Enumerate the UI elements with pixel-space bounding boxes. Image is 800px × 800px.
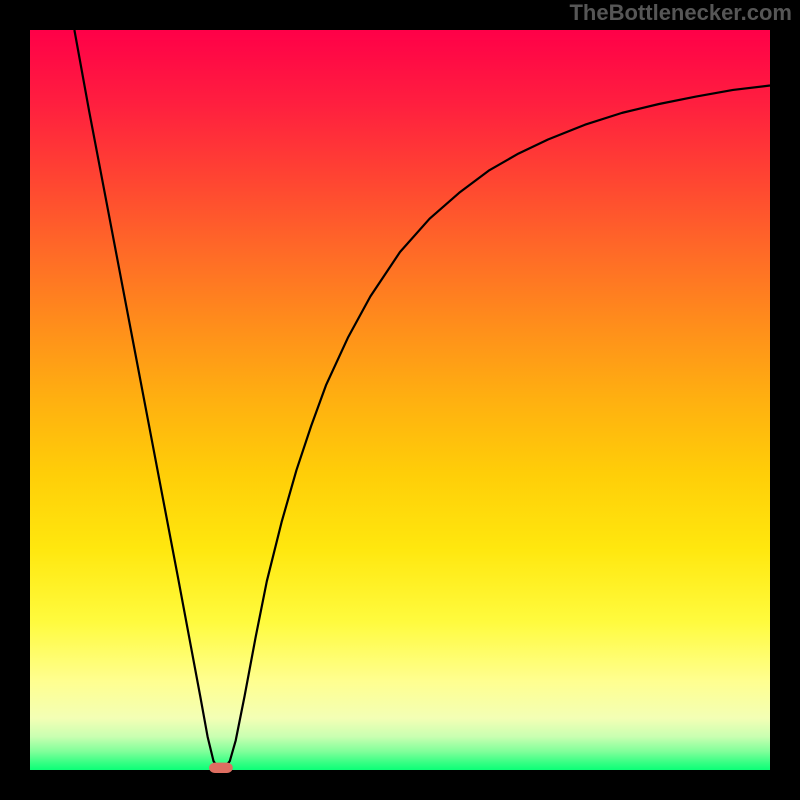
watermark-text: TheBottlenecker.com bbox=[569, 0, 792, 26]
chart-svg bbox=[0, 0, 800, 800]
bottleneck-chart: TheBottlenecker.com bbox=[0, 0, 800, 800]
plot-background bbox=[30, 30, 770, 770]
optimal-marker bbox=[209, 763, 233, 773]
